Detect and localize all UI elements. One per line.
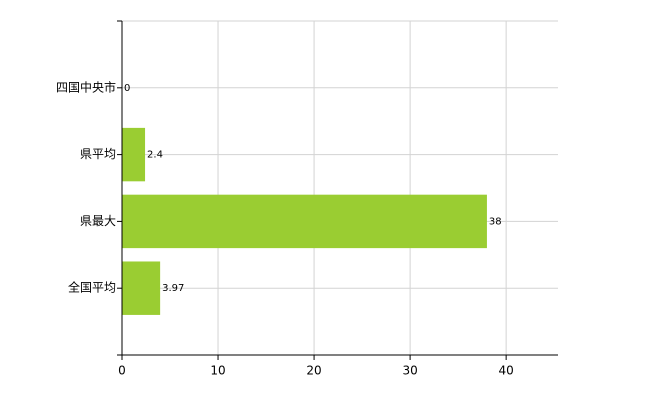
x-tick-label: 10	[210, 364, 225, 378]
bar	[122, 261, 161, 315]
value-label: 0	[124, 83, 130, 94]
y-tick-label: 県最大	[80, 214, 116, 228]
x-tick-label: 30	[402, 364, 417, 378]
x-tick-label: 0	[118, 364, 126, 378]
value-label: 2.4	[147, 150, 163, 161]
bar	[122, 127, 146, 182]
y-tick-label: 全国平均	[68, 280, 116, 295]
bar	[122, 194, 487, 249]
value-label: 3.97	[162, 283, 184, 294]
x-tick-label: 40	[499, 364, 514, 378]
y-tick-label: 四国中央市	[56, 79, 116, 94]
y-tick-label: 県平均	[80, 147, 116, 161]
x-tick-label: 20	[306, 364, 321, 378]
value-label: 38	[489, 216, 502, 227]
